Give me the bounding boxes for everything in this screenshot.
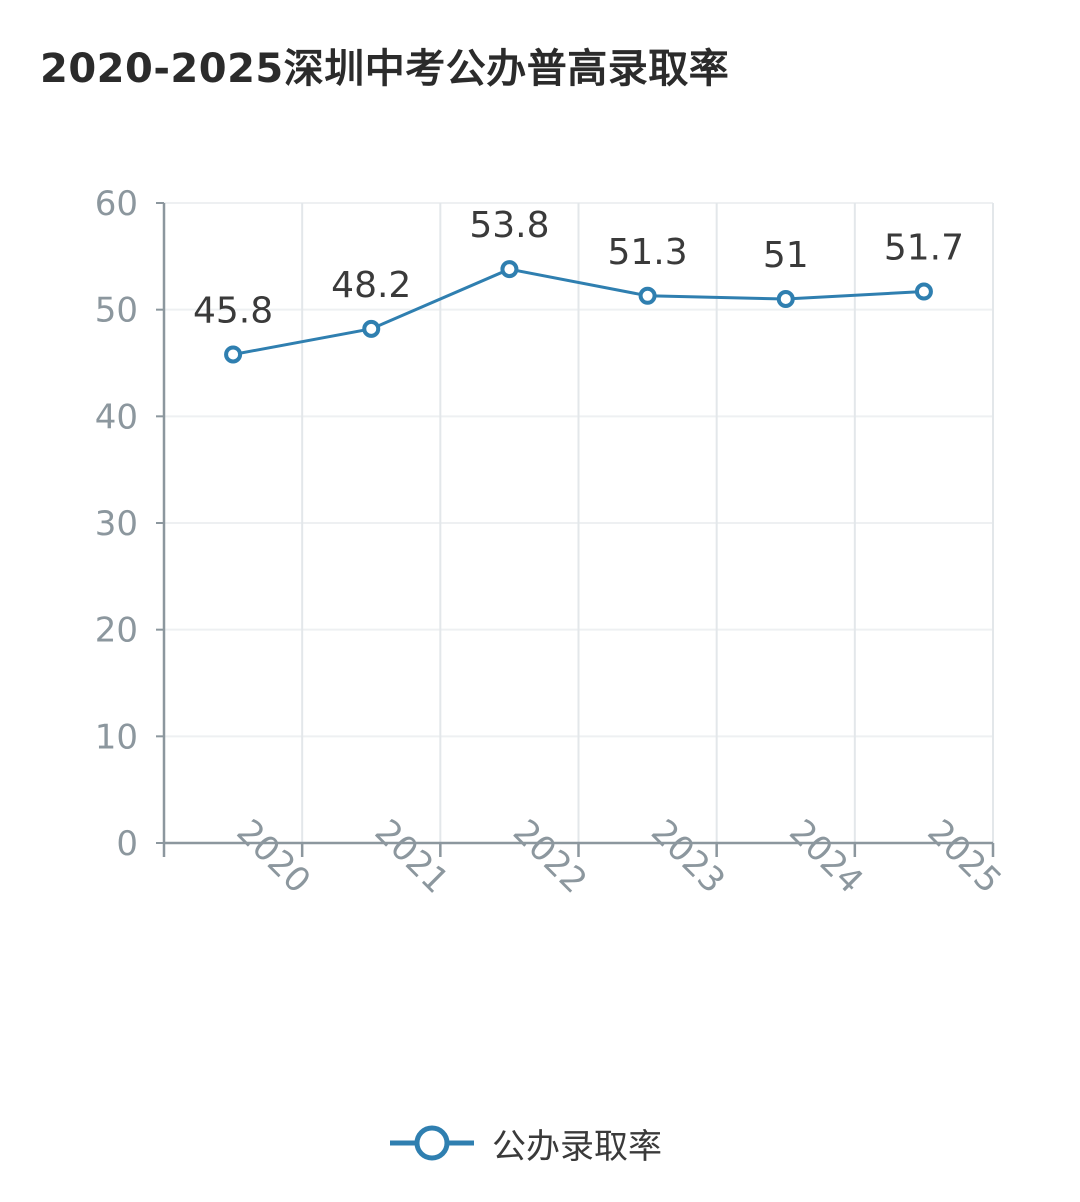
data-label: 45.8 — [193, 290, 273, 331]
label-layer: 45.8 48.2 53.8 51.3 51 51.7 — [193, 205, 964, 331]
legend-line-marker-icon — [390, 1125, 474, 1161]
y-tick-label: 40 — [95, 397, 138, 437]
data-label: 51.3 — [608, 232, 688, 273]
data-label: 51.7 — [884, 228, 964, 269]
legend[interactable]: 公办录取率 — [390, 1118, 662, 1168]
legend-label: 公办录取率 — [492, 1126, 662, 1167]
x-tick-label: 2025 — [919, 812, 1008, 901]
y-tick-label: 20 — [95, 611, 138, 651]
data-label: 51 — [763, 235, 809, 276]
x-tick-label: 2023 — [643, 812, 732, 901]
y-tick-label: 50 — [95, 291, 138, 331]
grid-layer — [164, 202, 994, 843]
series-line — [232, 267, 924, 356]
series-layer — [224, 260, 933, 364]
data-point[interactable] — [776, 290, 795, 308]
data-label: 53.8 — [469, 205, 549, 246]
data-point[interactable] — [500, 260, 519, 279]
x-tick-label: 2020 — [229, 812, 318, 901]
data-point[interactable] — [914, 282, 933, 301]
y-tick-label: 60 — [95, 184, 138, 224]
data-point[interactable] — [638, 286, 657, 305]
y-tick-label: 0 — [116, 824, 138, 864]
chart-title: 2020-2025深圳中考公办普高录取率 — [40, 46, 730, 92]
x-tick-label: 2021 — [367, 812, 456, 901]
x-tick-label: 2024 — [781, 812, 870, 901]
data-label: 48.2 — [331, 265, 411, 306]
y-tick-label: 10 — [95, 717, 138, 757]
data-point[interactable] — [224, 345, 243, 364]
y-tick-label: 30 — [95, 504, 138, 544]
data-point[interactable] — [362, 319, 381, 338]
x-tick-label: 2022 — [505, 812, 594, 901]
